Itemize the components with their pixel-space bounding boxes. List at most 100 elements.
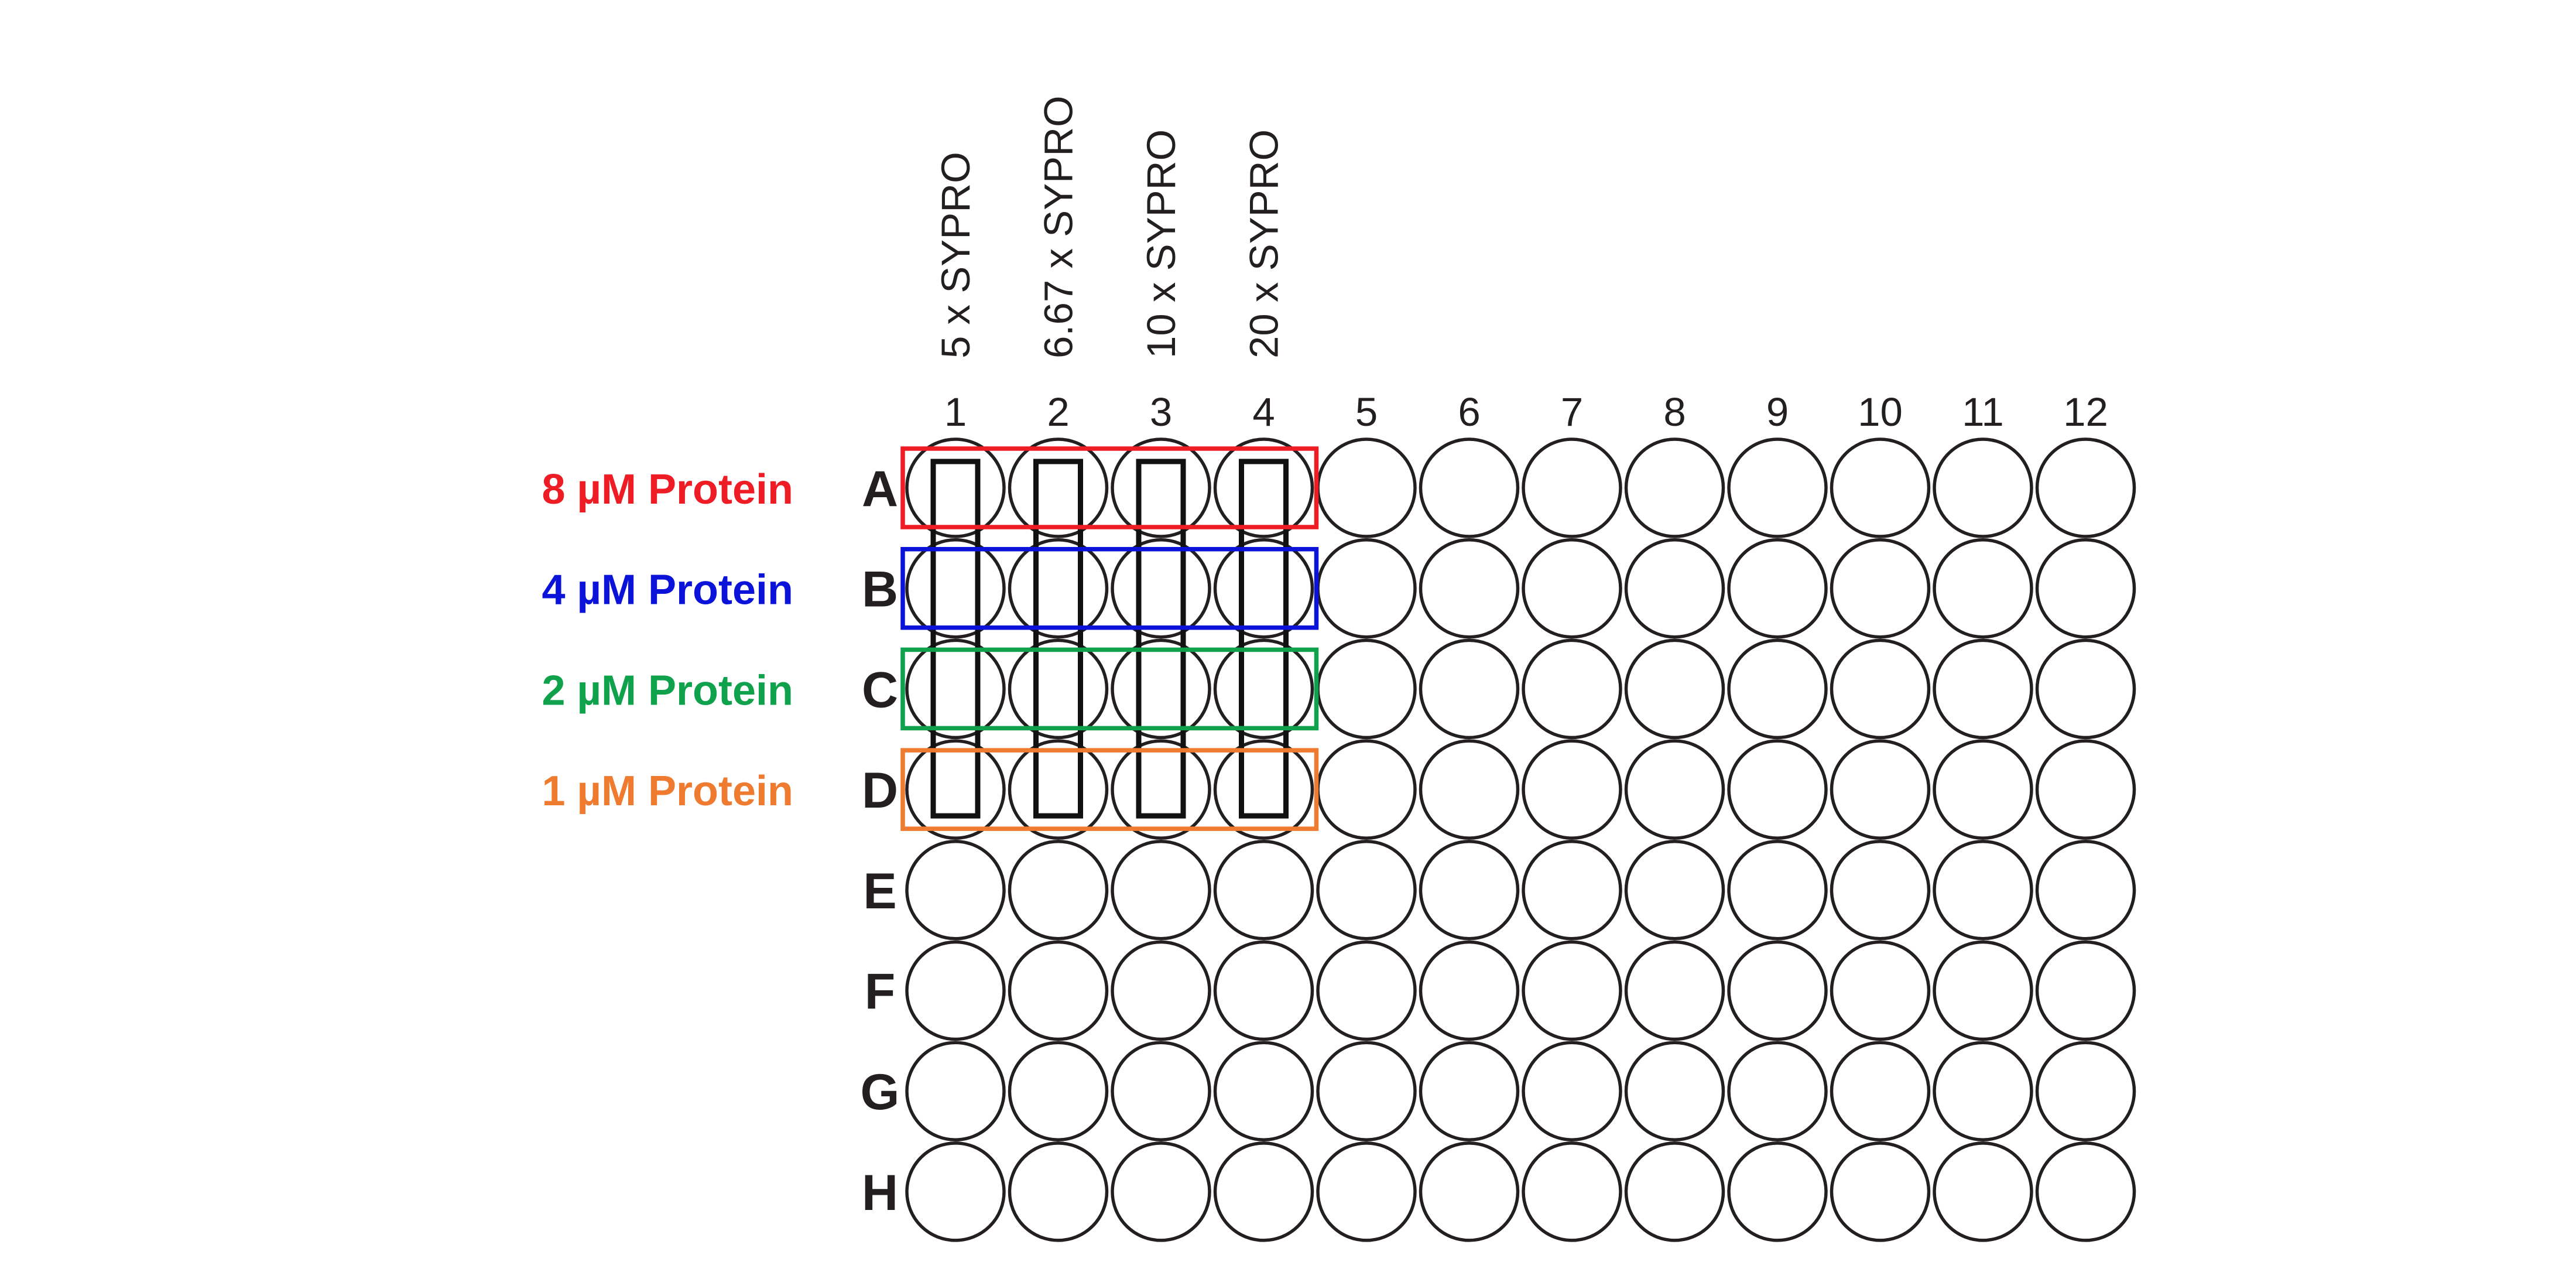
well-G2 (1008, 1041, 1109, 1141)
well-H4 (1213, 1141, 1314, 1242)
well-H5 (1316, 1141, 1417, 1242)
well-H6 (1419, 1141, 1520, 1242)
well-G5 (1316, 1041, 1417, 1141)
sypro-label-col-2: 6.67 x SYPRO (1036, 95, 1081, 358)
column-number-11: 11 (1962, 389, 2004, 435)
well-F6 (1419, 940, 1520, 1041)
column-number-labels: 1 2 3 4 5 6 7 8 9 10 11 12 (944, 389, 2108, 435)
well-E8 (1624, 840, 1725, 941)
well-A10 (1830, 437, 1931, 538)
well-F8 (1624, 940, 1725, 1041)
well-D9 (1727, 739, 1828, 840)
column-number-12: 12 (2063, 389, 2108, 435)
well-E12 (2035, 840, 2136, 941)
well-C12 (2035, 638, 2136, 740)
well-E9 (1727, 840, 1828, 941)
well-B1 (905, 538, 1006, 639)
well-E7 (1522, 840, 1622, 941)
well-A7 (1522, 437, 1622, 538)
well-E6 (1419, 840, 1520, 941)
well-D11 (1933, 739, 2033, 840)
well-D10 (1830, 739, 1931, 840)
well-B11 (1933, 538, 2033, 639)
well-G8 (1624, 1041, 1725, 1141)
column-number-2: 2 (1047, 389, 1069, 435)
column-box-3 (1136, 459, 1186, 819)
well-D2 (1008, 739, 1109, 840)
protein-concentration-labels: 8 µM Protein 4 µM Protein 2 µM Protein 1 µM… (542, 466, 793, 815)
well-F2 (1008, 940, 1109, 1041)
column-number-5: 5 (1355, 389, 1378, 435)
column-highlight-boxes (930, 459, 1289, 819)
well-A1 (905, 437, 1006, 538)
row-box-C (900, 647, 1319, 731)
protein-label-row-D: 1 µM Protein (542, 768, 793, 815)
column-box-4 (1239, 459, 1289, 819)
row-letter-E: E (863, 863, 896, 919)
well-D7 (1522, 739, 1622, 840)
well-F4 (1213, 940, 1314, 1041)
column-number-3: 3 (1150, 389, 1172, 435)
well-F1 (905, 940, 1006, 1041)
row-box-A (900, 446, 1319, 529)
well-C9 (1727, 638, 1828, 740)
well-C2 (1008, 638, 1109, 740)
well-G4 (1213, 1041, 1314, 1141)
well-D12 (2035, 739, 2136, 840)
well-E5 (1316, 840, 1417, 941)
well-G3 (1111, 1041, 1211, 1141)
row-letter-B: B (862, 562, 898, 618)
well-A5 (1316, 437, 1417, 538)
well-A9 (1727, 437, 1828, 538)
row-letter-F: F (865, 964, 896, 1020)
well-B5 (1316, 538, 1417, 639)
well-H10 (1830, 1141, 1931, 1242)
column-number-4: 4 (1252, 389, 1275, 435)
sypro-label-col-1: 5 x SYPRO (933, 152, 978, 358)
well-D3 (1111, 739, 1211, 840)
well-A11 (1933, 437, 2033, 538)
well-C1 (905, 638, 1006, 740)
well-B10 (1830, 538, 1931, 639)
well-E4 (1213, 840, 1314, 941)
well-C6 (1419, 638, 1520, 740)
well-A8 (1624, 437, 1725, 538)
well-F12 (2035, 940, 2136, 1041)
well-H1 (905, 1141, 1006, 1242)
column-box-1 (930, 459, 981, 819)
well-E1 (905, 840, 1006, 941)
column-box-2 (1033, 459, 1083, 819)
well-H11 (1933, 1141, 2033, 1242)
column-number-8: 8 (1663, 389, 1686, 435)
well-A2 (1008, 437, 1109, 538)
sypro-label-col-4: 20 x SYPRO (1242, 129, 1287, 358)
well-A6 (1419, 437, 1520, 538)
column-number-7: 7 (1561, 389, 1583, 435)
sypro-concentration-labels: 5 x SYPRO 6.67 x SYPRO 10 x SYPRO 20 x SYPR… (933, 95, 1287, 358)
well-B8 (1624, 538, 1725, 639)
well-grid (905, 437, 2136, 1242)
protein-label-row-C: 2 µM Protein (542, 667, 793, 714)
well-E3 (1111, 840, 1211, 941)
well-C4 (1213, 638, 1314, 740)
well-H9 (1727, 1141, 1828, 1242)
well-B12 (2035, 538, 2136, 639)
well-C5 (1316, 638, 1417, 740)
well-D5 (1316, 739, 1417, 840)
column-number-10: 10 (1858, 389, 1903, 435)
well-B7 (1522, 538, 1622, 639)
well-H2 (1008, 1141, 1109, 1242)
well-F3 (1111, 940, 1211, 1041)
column-number-1: 1 (944, 389, 967, 435)
row-box-D (900, 748, 1319, 831)
well-B9 (1727, 538, 1828, 639)
well-G10 (1830, 1041, 1931, 1141)
row-highlight-boxes (900, 446, 1319, 831)
well-D1 (905, 739, 1006, 840)
well-F7 (1522, 940, 1622, 1041)
protein-label-row-A: 8 µM Protein (542, 466, 793, 513)
row-letter-G: G (861, 1064, 900, 1120)
well-B3 (1111, 538, 1211, 639)
